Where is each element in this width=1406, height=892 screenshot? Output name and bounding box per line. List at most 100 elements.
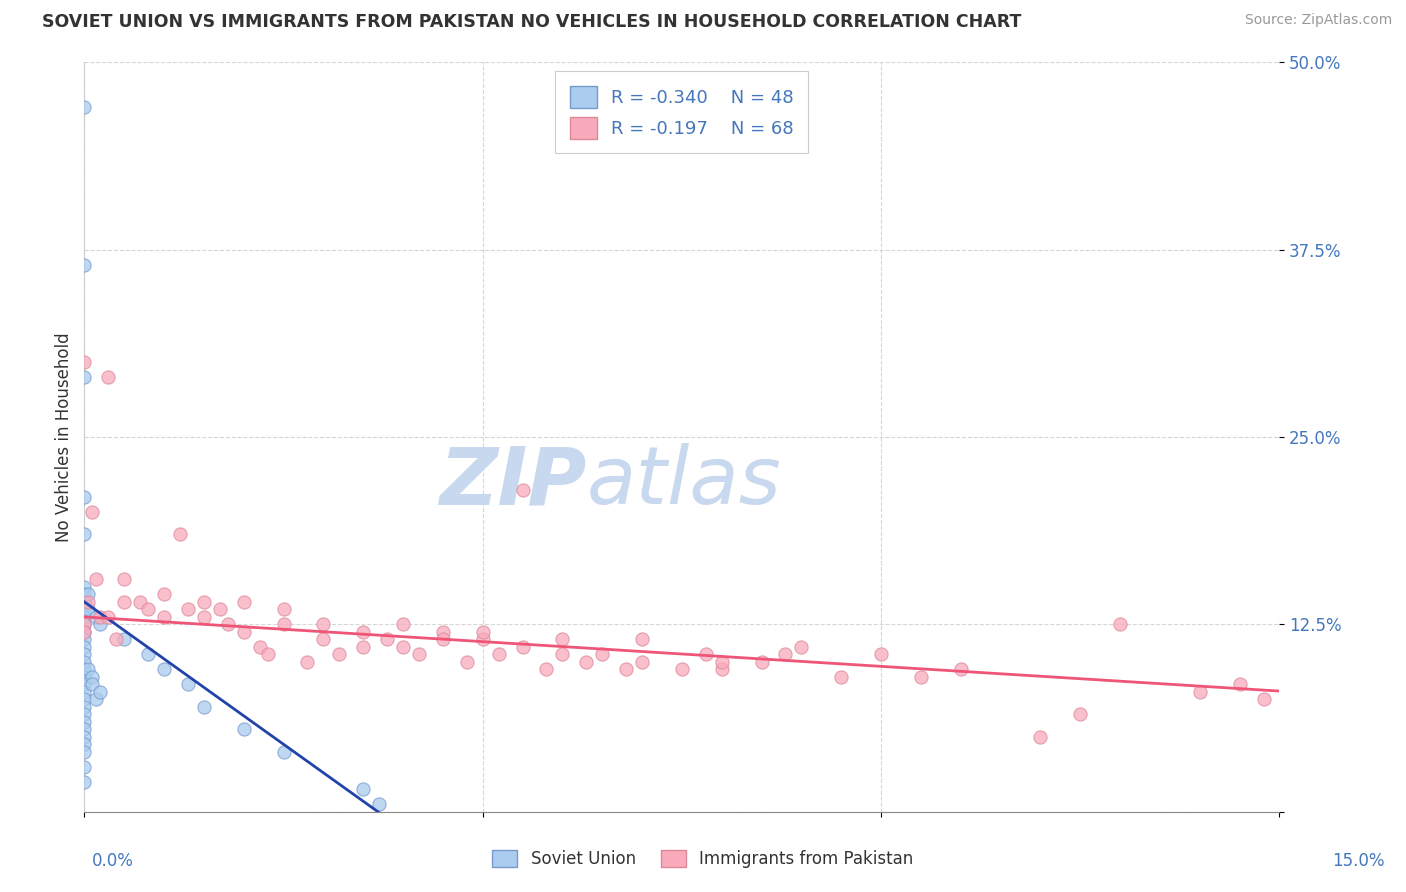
Point — [73, 774, 96, 789]
Point — [312, 617, 335, 632]
Point — [328, 648, 350, 662]
Point — [193, 595, 215, 609]
Point — [432, 632, 454, 647]
Point — [97, 610, 120, 624]
Point — [89, 610, 111, 624]
Point — [591, 648, 613, 662]
Point — [1029, 730, 1052, 744]
Point — [273, 617, 295, 632]
Point — [408, 648, 430, 662]
Point — [73, 670, 96, 684]
Point — [77, 595, 100, 609]
Point — [73, 355, 96, 369]
Point — [97, 370, 120, 384]
Point — [631, 655, 654, 669]
Point — [77, 662, 100, 676]
Point — [77, 602, 100, 616]
Point — [77, 587, 100, 601]
Point — [432, 624, 454, 639]
Point — [73, 723, 96, 737]
Point — [73, 640, 96, 654]
Point — [671, 662, 693, 676]
Point — [551, 648, 574, 662]
Point — [375, 632, 398, 647]
Point — [73, 587, 96, 601]
Point — [73, 760, 96, 774]
Point — [368, 797, 391, 812]
Point — [153, 662, 176, 676]
Point — [695, 648, 717, 662]
Point — [232, 723, 254, 737]
Point — [112, 595, 135, 609]
Point — [1109, 617, 1132, 632]
Point — [614, 662, 637, 676]
Point — [910, 670, 932, 684]
Point — [73, 370, 96, 384]
Point — [312, 632, 335, 647]
Legend: R = -0.340    N = 48, R = -0.197    N = 68: R = -0.340 N = 48, R = -0.197 N = 68 — [555, 71, 808, 153]
Point — [73, 617, 96, 632]
Point — [82, 677, 104, 691]
Point — [73, 258, 96, 272]
Text: Source: ZipAtlas.com: Source: ZipAtlas.com — [1244, 13, 1392, 28]
Point — [273, 745, 295, 759]
Point — [352, 640, 374, 654]
Point — [73, 624, 96, 639]
Point — [82, 670, 104, 684]
Point — [73, 677, 96, 691]
Point — [112, 632, 135, 647]
Point — [73, 624, 96, 639]
Point — [136, 648, 159, 662]
Point — [256, 648, 278, 662]
Point — [89, 685, 111, 699]
Point — [775, 648, 797, 662]
Point — [73, 595, 96, 609]
Point — [73, 730, 96, 744]
Point — [73, 610, 96, 624]
Point — [273, 602, 295, 616]
Point — [177, 602, 200, 616]
Point — [73, 580, 96, 594]
Point — [153, 587, 176, 601]
Point — [710, 655, 733, 669]
Point — [73, 617, 96, 632]
Point — [73, 685, 96, 699]
Point — [512, 483, 534, 497]
Text: SOVIET UNION VS IMMIGRANTS FROM PAKISTAN NO VEHICLES IN HOUSEHOLD CORRELATION CH: SOVIET UNION VS IMMIGRANTS FROM PAKISTAN… — [42, 13, 1022, 31]
Point — [217, 617, 239, 632]
Point — [129, 595, 152, 609]
Point — [73, 100, 96, 114]
Point — [352, 782, 374, 797]
Point — [830, 670, 852, 684]
Point — [73, 527, 96, 541]
Point — [193, 699, 215, 714]
Point — [169, 527, 191, 541]
Point — [73, 662, 96, 676]
Point — [297, 655, 319, 669]
Text: ZIP: ZIP — [439, 443, 586, 521]
Point — [73, 655, 96, 669]
Point — [73, 632, 96, 647]
Text: 0.0%: 0.0% — [91, 852, 134, 870]
Point — [1253, 692, 1275, 706]
Point — [208, 602, 231, 616]
Point — [551, 632, 574, 647]
Point — [249, 640, 271, 654]
Point — [177, 677, 200, 691]
Point — [86, 610, 108, 624]
Point — [73, 737, 96, 751]
Point — [1229, 677, 1251, 691]
Point — [112, 573, 135, 587]
Point — [949, 662, 972, 676]
Y-axis label: No Vehicles in Household: No Vehicles in Household — [55, 332, 73, 542]
Point — [193, 610, 215, 624]
Point — [751, 655, 773, 669]
Point — [512, 640, 534, 654]
Point — [631, 632, 654, 647]
Point — [392, 617, 415, 632]
Point — [471, 624, 494, 639]
Point — [73, 714, 96, 729]
Point — [870, 648, 893, 662]
Point — [136, 602, 159, 616]
Point — [73, 648, 96, 662]
